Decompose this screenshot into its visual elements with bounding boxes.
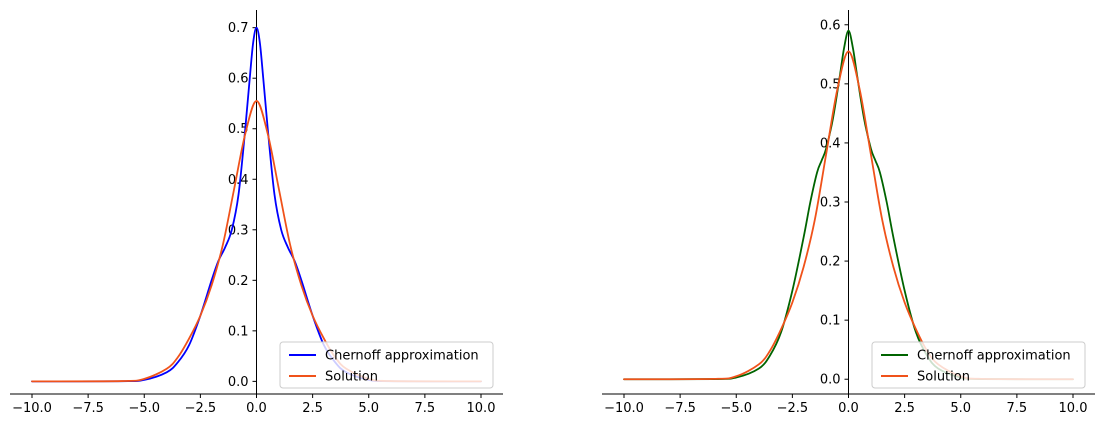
chart-1-y-tick-label: 0.6 [820, 18, 841, 33]
chart-1-legend-label: Chernoff approximation [917, 349, 1071, 364]
chart-0-x-tick-label: 7.5 [415, 401, 436, 416]
chart-0-y-tick-label: 0.4 [228, 173, 249, 188]
chart-1-x-tick-label: −2.5 [777, 401, 809, 416]
chart-0-x-tick-label: 2.5 [302, 401, 323, 416]
chart-1-x-tick-label: 10.0 [1059, 401, 1088, 416]
chart-1-x-tick-label: −10.0 [604, 401, 644, 416]
chart-0-x-tick-label: 10.0 [467, 401, 496, 416]
chart-1-y-tick-label: 0.5 [820, 77, 841, 92]
chart-0-legend-label: Solution [325, 370, 378, 385]
chart-0-legend-label: Chernoff approximation [325, 349, 479, 364]
chart-0-legend: Chernoff approximation Solution [279, 341, 494, 389]
chart-1-legend-frame [871, 341, 1086, 389]
chart-1-x-tick-label: 5.0 [950, 401, 971, 416]
chart-0-y-tick-label: 0.5 [228, 122, 249, 137]
right-chart: −10.0 −7.5 −5.0 −2.5 0.0 2.5 5.0 7.5 10.0 0.0 0.1 0… [602, 10, 1095, 416]
chart-1-legend-label: Solution [917, 370, 970, 385]
chart-1-x-tick-label: 7.5 [1007, 401, 1028, 416]
chart-0-x-tick-label: −5.0 [128, 401, 160, 416]
chart-0-x-tick-label: −7.5 [72, 401, 104, 416]
chart-1-y-tick-label: 0.2 [820, 255, 841, 270]
chart-1-x-tick-label: −5.0 [720, 401, 752, 416]
chart-0-y-tick-label: 0.0 [228, 375, 249, 390]
chart-1-y-tick-label: 0.1 [820, 314, 841, 329]
chart-0-y-tick-label: 0.6 [228, 72, 249, 87]
chart-0-y-tick-label: 0.7 [228, 21, 249, 36]
chart-1-x-tick-label: 0.0 [838, 401, 859, 416]
chart-1-y-tick-label: 0.0 [820, 373, 841, 388]
chart-1-y-tick-label: 0.3 [820, 196, 841, 211]
chart-0-legend-frame [279, 341, 494, 389]
chart-1-x-tick-label: −7.5 [664, 401, 696, 416]
chart-1-x-tick-label: 2.5 [894, 401, 915, 416]
chart-0-x-tick-label: −10.0 [12, 401, 52, 416]
chart-0-x-tick-label: −2.5 [185, 401, 217, 416]
chart-0-x-tick-label: 5.0 [358, 401, 379, 416]
chart-1-y-tick-label: 0.4 [820, 136, 841, 151]
chart-0-x-tick-label: 0.0 [246, 401, 267, 416]
chart-0-y-tick-label: 0.1 [228, 324, 249, 339]
chart-1-legend: Chernoff approximation Solution [871, 341, 1086, 389]
left-chart: −10.0 −7.5 −5.0 −2.5 0.0 2.5 5.0 7.5 10.0 0.0 0.1 0… [10, 10, 503, 416]
chart-1-series-chernoff-approximation [623, 29, 1074, 381]
chart-0-y-tick-label: 0.2 [228, 274, 249, 289]
